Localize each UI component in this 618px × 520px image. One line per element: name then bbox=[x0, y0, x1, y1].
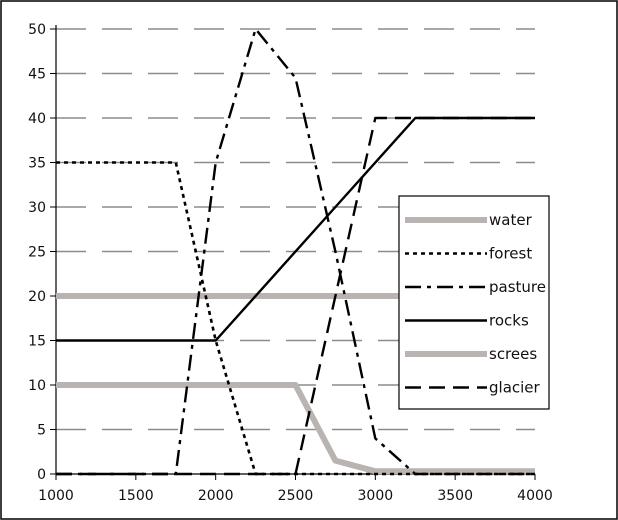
series-lines bbox=[56, 27, 535, 476]
y-tick-label: 35 bbox=[28, 156, 46, 172]
x-tick-labels: 1000 1500 2000 2500 3000 3500 4000 bbox=[38, 488, 553, 504]
x-tick-label: 3500 bbox=[437, 488, 473, 504]
y-tick-label: 15 bbox=[28, 334, 46, 350]
legend: water forest pasture rocks screes glacier bbox=[398, 195, 550, 410]
series-line-screes bbox=[56, 382, 535, 475]
y-tick-label: 20 bbox=[28, 289, 46, 305]
y-tick-label: 0 bbox=[37, 467, 46, 483]
legend-label-rocks: rocks bbox=[489, 312, 529, 330]
x-tick-label: 4000 bbox=[517, 488, 553, 504]
x-tick-label: 2500 bbox=[278, 488, 314, 504]
x-tick-label: 1500 bbox=[118, 488, 154, 504]
legend-label-forest: forest bbox=[489, 245, 532, 263]
y-tick-label: 50 bbox=[28, 22, 46, 38]
y-tick-label: 25 bbox=[28, 245, 46, 261]
legend-label-glacier: glacier bbox=[489, 379, 541, 397]
y-tick-label: 40 bbox=[28, 111, 46, 127]
legend-label-pasture: pasture bbox=[489, 278, 546, 296]
y-tick-label: 10 bbox=[28, 378, 46, 394]
series-line-pasture bbox=[56, 27, 535, 476]
legend-label-water: water bbox=[489, 211, 533, 229]
legend-label-screes: screes bbox=[489, 345, 537, 363]
x-tick-label: 2000 bbox=[198, 488, 234, 504]
y-tick-label: 45 bbox=[28, 67, 46, 83]
y-tick-label: 30 bbox=[28, 200, 46, 216]
y-tick-label: 5 bbox=[37, 423, 46, 439]
y-tick-labels: 0 5 10 15 20 25 30 35 40 45 50 bbox=[28, 22, 46, 483]
series-line-glacier bbox=[56, 116, 535, 476]
legend-box bbox=[398, 195, 550, 410]
x-tick-label: 1000 bbox=[38, 488, 74, 504]
x-tick-label: 3000 bbox=[358, 488, 394, 504]
